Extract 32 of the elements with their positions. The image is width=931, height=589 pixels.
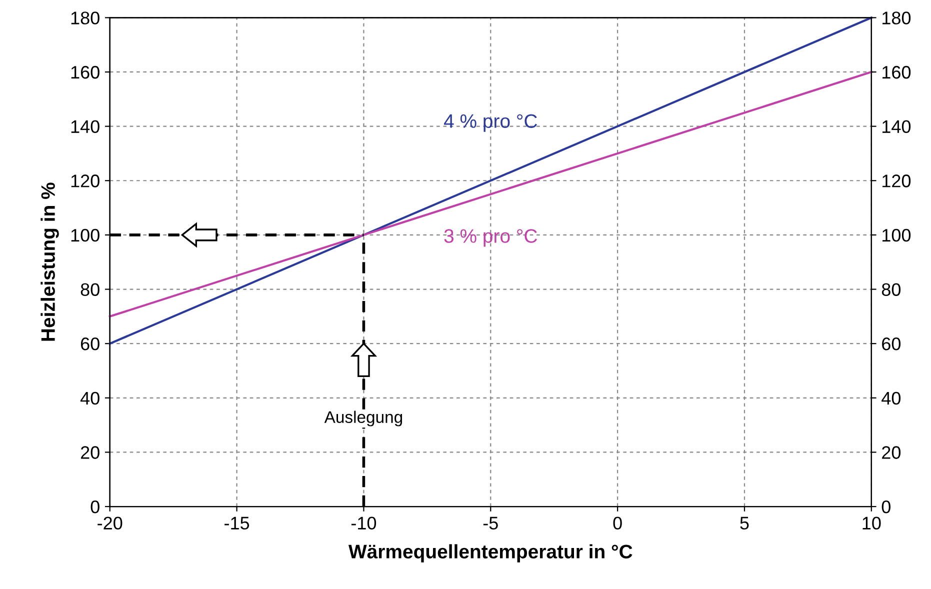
y2-tick-label: 140 [882,120,911,134]
x-tick-label: -20 [98,516,122,530]
x-axis-title: Wärmequellentemperatur in °C [348,544,632,562]
y2-tick-label: 100 [882,228,911,242]
y2-tick-label: 120 [882,174,911,188]
y-tick-label: 140 [71,120,100,134]
y-tick-label: 180 [71,12,100,24]
y-tick-label: 100 [71,228,100,242]
y2-tick-label: 40 [882,392,901,405]
y-tick-label: 40 [80,392,100,405]
annotation: Auslegung [324,410,402,426]
y2-tick-label: 0 [882,500,890,514]
y-axis-title: Heizleistung in % [40,182,59,341]
series-label: 4 % pro °C [444,114,538,132]
x-tick-label: 5 [740,516,749,530]
y-tick-label: 0 [90,500,100,514]
x-tick-label: 10 [862,516,881,530]
y2-tick-label: 180 [882,12,911,24]
x-tick-label: -10 [351,516,376,530]
y2-tick-label: 160 [882,66,911,79]
x-tick-label: 0 [613,516,622,530]
y-tick-label: 160 [71,66,100,79]
y2-tick-label: 60 [882,338,901,350]
x-tick-label: -5 [483,516,498,530]
y-tick-label: 120 [71,174,100,188]
series-label: 3 % pro °C [444,229,538,247]
y2-tick-label: 20 [882,446,901,459]
y-tick-label: 60 [80,338,100,350]
y2-tick-label: 80 [882,283,901,296]
x-tick-label: -15 [224,516,250,530]
y-tick-label: 20 [80,446,100,459]
y-tick-label: 80 [80,283,100,296]
